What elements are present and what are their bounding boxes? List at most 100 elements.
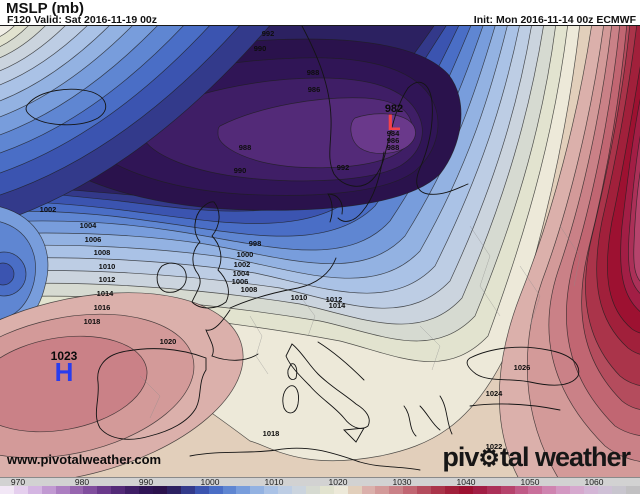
colorbar-segment bbox=[0, 486, 14, 494]
colorbar-gradient bbox=[0, 486, 640, 494]
contour-label: 1010 bbox=[291, 293, 308, 302]
contour-label: 998 bbox=[249, 239, 262, 248]
colorbar-segment bbox=[333, 486, 348, 494]
colorbar-tick-labels: 970 980 990 1000 1010 1020 1030 1040 1050 1060 bbox=[0, 477, 640, 486]
contour-label: 1026 bbox=[514, 363, 531, 372]
colorbar-segment bbox=[528, 486, 543, 494]
colorbar-tick: 1060 bbox=[584, 477, 604, 487]
colorbar-segment bbox=[347, 486, 362, 494]
header: MSLP (mb) F120 Valid: Sat 2016-11-19 00z… bbox=[0, 0, 640, 26]
mslp-map: 992 990 988 986 988 990 992 984 986 988 1002 1004 10… bbox=[0, 25, 640, 477]
contour-label: 1010 bbox=[99, 262, 116, 271]
colorbar-tick: 1030 bbox=[392, 477, 412, 487]
colorbar-segment bbox=[597, 486, 612, 494]
contour-label: 1018 bbox=[263, 429, 280, 438]
colorbar-segment bbox=[278, 486, 293, 494]
colorbar-segment bbox=[264, 486, 279, 494]
contour-label: 1022 bbox=[486, 442, 503, 451]
colorbar-segment bbox=[403, 486, 418, 494]
contour-label: 986 bbox=[308, 85, 321, 94]
contour-label: 1008 bbox=[94, 248, 111, 257]
colorbar-segment bbox=[611, 486, 626, 494]
contour-label: 1018 bbox=[84, 317, 101, 326]
colorbar-segment bbox=[305, 486, 320, 494]
contour-label: 988 bbox=[307, 68, 320, 77]
colorbar-segment bbox=[194, 486, 209, 494]
page-title: MSLP (mb) bbox=[6, 0, 85, 17]
contour-label: 988 bbox=[239, 143, 252, 152]
logo-text-tal-weather: tal weather bbox=[499, 442, 631, 472]
colorbar-segment bbox=[556, 486, 571, 494]
colorbar-segment bbox=[500, 486, 515, 494]
contour-label: 990 bbox=[254, 44, 267, 53]
pressure-colorbar: 970 980 990 1000 1010 1020 1030 1040 1050 1060 bbox=[0, 477, 640, 494]
colorbar-segment bbox=[139, 486, 153, 494]
contour-label: 1008 bbox=[241, 285, 258, 294]
colorbar-segment bbox=[319, 486, 334, 494]
colorbar-tick: 1040 bbox=[456, 477, 476, 487]
logo-text-piv: piv bbox=[442, 442, 479, 472]
contour-label: 1012 bbox=[326, 295, 343, 304]
contour-label: 992 bbox=[337, 163, 350, 172]
colorbar-segment bbox=[180, 486, 195, 494]
center-symbol: H bbox=[55, 357, 74, 387]
colorbar-tick: 990 bbox=[138, 477, 154, 487]
contour-label: 988 bbox=[387, 143, 400, 152]
contour-label: 1012 bbox=[99, 275, 116, 284]
colorbar-segment bbox=[152, 486, 167, 494]
contour-label: 1000 bbox=[237, 250, 254, 259]
colorbar-segment bbox=[542, 486, 557, 494]
contour-label: 984 bbox=[387, 129, 400, 138]
colorbar-segment bbox=[125, 486, 140, 494]
colorbar-segment bbox=[584, 486, 598, 494]
colorbar-segment bbox=[208, 486, 223, 494]
contour-label: 1004 bbox=[233, 269, 251, 278]
colorbar-segment bbox=[361, 486, 376, 494]
contour-label: 986 bbox=[387, 136, 400, 145]
colorbar-segment bbox=[570, 486, 585, 494]
colorbar-tick: 980 bbox=[74, 477, 90, 487]
valid-time-label: F120 Valid: Sat 2016-11-19 00z bbox=[7, 14, 158, 26]
coastlines bbox=[25, 26, 580, 471]
colorbar-segment bbox=[13, 486, 28, 494]
colorbar-segment bbox=[389, 486, 404, 494]
colorbar-segment bbox=[69, 486, 84, 494]
watermark-text: www.pivotalweather.com bbox=[7, 452, 162, 467]
admin-borders bbox=[139, 225, 581, 419]
colorbar-segment bbox=[292, 486, 306, 494]
colorbar-segment bbox=[222, 486, 237, 494]
contour-label: 1006 bbox=[85, 235, 102, 244]
center-symbol: L bbox=[387, 110, 400, 135]
colorbar-segment bbox=[625, 486, 640, 494]
colorbar-segment bbox=[486, 486, 501, 494]
colorbar-segment bbox=[97, 486, 112, 494]
contour-label: 1020 bbox=[160, 337, 177, 346]
contour-label: 1002 bbox=[40, 205, 57, 214]
pressure-bands bbox=[0, 26, 640, 477]
colorbar-segment bbox=[41, 486, 56, 494]
colorbar-segment bbox=[250, 486, 265, 494]
contour-label: 992 bbox=[262, 29, 275, 38]
colorbar-segment bbox=[27, 486, 42, 494]
colorbar-tick: 1010 bbox=[264, 477, 284, 487]
colorbar-segment bbox=[445, 486, 459, 494]
colorbar-segment bbox=[472, 486, 487, 494]
colorbar-segment bbox=[431, 486, 445, 494]
contour-label: 1004 bbox=[80, 221, 98, 230]
colorbar-segment bbox=[375, 486, 390, 494]
contour-label: 1006 bbox=[232, 277, 249, 286]
contour-label: 1024 bbox=[486, 389, 504, 398]
colorbar-segment bbox=[83, 486, 98, 494]
colorbar-tick: 1020 bbox=[328, 477, 348, 487]
contour-label: 1014 bbox=[97, 289, 115, 298]
colorbar-segment bbox=[514, 486, 529, 494]
center-value: 982 bbox=[385, 103, 403, 115]
contour-label: 990 bbox=[234, 166, 247, 175]
colorbar-tick: 1050 bbox=[520, 477, 540, 487]
init-time-label: Init: Mon 2016-11-14 00z ECMWF bbox=[473, 14, 636, 26]
colorbar-segment bbox=[55, 486, 70, 494]
